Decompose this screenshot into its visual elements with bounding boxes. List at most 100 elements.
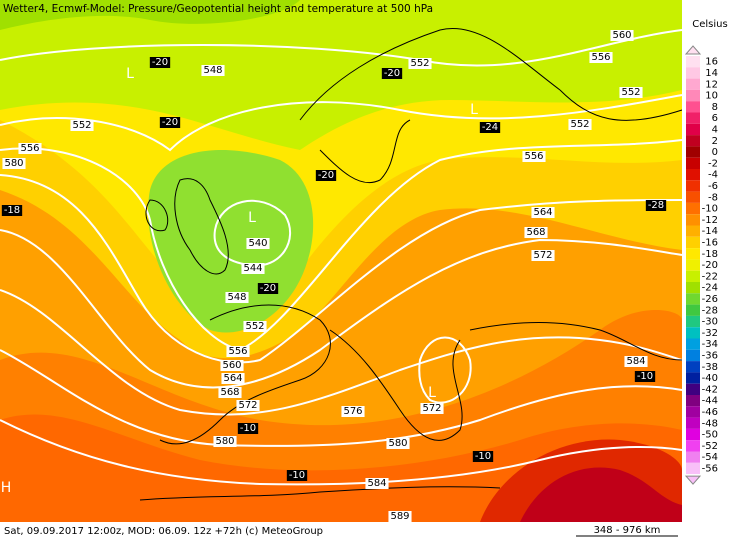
label-box xyxy=(2,158,26,169)
legend-swatch xyxy=(686,56,700,68)
legend-swatch xyxy=(686,225,700,237)
contour xyxy=(418,336,472,404)
label-box xyxy=(386,438,410,449)
label-box xyxy=(420,403,444,414)
legend-swatch xyxy=(686,315,700,328)
label-box xyxy=(159,117,181,128)
legend-label: -56 xyxy=(702,463,718,474)
temperature-label: -10 xyxy=(475,451,491,462)
label-box xyxy=(257,283,279,294)
legend-swatch xyxy=(686,451,700,463)
contour-label: 564 xyxy=(223,373,242,384)
label-box xyxy=(341,406,365,417)
legend-swatch xyxy=(686,135,700,147)
legend-swatch xyxy=(686,89,700,102)
legend-label: 2 xyxy=(712,136,718,147)
contour-label: 564 xyxy=(533,207,552,218)
legend-swatch xyxy=(686,157,700,169)
contour-label: 552 xyxy=(245,321,264,332)
legend-swatch xyxy=(686,349,700,362)
label-box xyxy=(286,470,308,481)
contour-label: 560 xyxy=(222,360,241,371)
contour-label: 584 xyxy=(626,356,645,367)
temperature-labels: -20 -20 -20 -24 -20 -28 -18 -20 -10 -10 … xyxy=(1,57,667,481)
pressure-centers: L L L L H xyxy=(1,66,478,496)
legend-label: -22 xyxy=(702,271,718,282)
label-box xyxy=(365,478,389,489)
contour-label: 548 xyxy=(203,65,222,76)
temperature-label: -24 xyxy=(482,122,498,133)
legend-label: -48 xyxy=(702,418,718,429)
legend-label: -44 xyxy=(702,396,718,407)
coast xyxy=(329,329,463,441)
legend-label: -42 xyxy=(702,384,718,395)
label-box xyxy=(408,58,432,69)
coast xyxy=(139,486,501,501)
temperature-label: -20 xyxy=(384,68,400,79)
legend-swatch xyxy=(686,462,700,475)
legend-label: -38 xyxy=(702,362,718,373)
label-box xyxy=(241,263,265,274)
contour xyxy=(213,199,291,267)
legend-swatch xyxy=(686,293,700,305)
temperature-label: -10 xyxy=(240,423,256,434)
coast xyxy=(145,199,169,232)
pressure-center: L xyxy=(428,385,436,401)
coast xyxy=(174,178,229,275)
legend-swatch xyxy=(686,372,700,384)
legend-label: -2 xyxy=(708,158,718,169)
legend-label: 14 xyxy=(705,68,718,79)
legend-swatch xyxy=(686,112,700,124)
label-box xyxy=(246,238,270,249)
label-box xyxy=(315,170,337,181)
shade xyxy=(0,0,682,150)
legend-label: -26 xyxy=(702,294,718,305)
contour xyxy=(0,94,683,152)
label-box xyxy=(624,356,648,367)
legend-label: -6 xyxy=(708,181,718,192)
pressure-center: L xyxy=(470,102,478,118)
legend-swatch xyxy=(686,146,700,158)
legend-label: -30 xyxy=(702,317,718,328)
scale-text: 348 - 976 km xyxy=(594,525,661,536)
label-box xyxy=(149,57,171,68)
legend-swatch xyxy=(686,123,700,136)
contour-label: 552 xyxy=(570,119,589,130)
label-box xyxy=(531,207,555,218)
label-box xyxy=(524,227,548,238)
legend-label: -16 xyxy=(702,237,718,248)
contour-label: 568 xyxy=(220,387,239,398)
footer-text: Sat, 09.09.2017 12:00z, MOD: 06.09. 12z … xyxy=(4,526,323,537)
label-box xyxy=(237,423,259,434)
contour-label: 544 xyxy=(243,263,262,274)
label-box xyxy=(568,119,592,130)
label-box xyxy=(388,511,412,522)
legend-swatch xyxy=(686,180,700,192)
label-box xyxy=(610,30,634,41)
contour-label: 556 xyxy=(524,151,543,162)
label-box xyxy=(218,387,242,398)
contour-label: 572 xyxy=(533,250,552,261)
legend-label: -8 xyxy=(708,192,718,203)
legend-swatch xyxy=(686,440,700,452)
contour xyxy=(0,139,683,352)
contour-label: 589 xyxy=(390,511,409,522)
legend-label: -40 xyxy=(702,373,718,384)
legend-label: -36 xyxy=(702,350,718,361)
contour-label: 552 xyxy=(72,120,91,131)
legend-swatch xyxy=(686,361,700,373)
legend-label: -18 xyxy=(702,249,718,260)
label-box xyxy=(201,65,225,76)
label-box xyxy=(645,200,667,211)
contour xyxy=(0,174,683,364)
label-box xyxy=(243,321,267,332)
label-box xyxy=(220,360,244,371)
temperature-label: -28 xyxy=(648,200,664,211)
temperature-label: -20 xyxy=(152,57,168,68)
coastlines xyxy=(139,28,683,501)
contour xyxy=(0,289,683,416)
legend-label: 0 xyxy=(712,147,718,158)
contour-label: 552 xyxy=(410,58,429,69)
label-box xyxy=(531,250,555,261)
contour-labels: 560 556 552 552 548 552 552 556 580 556 … xyxy=(2,30,648,522)
